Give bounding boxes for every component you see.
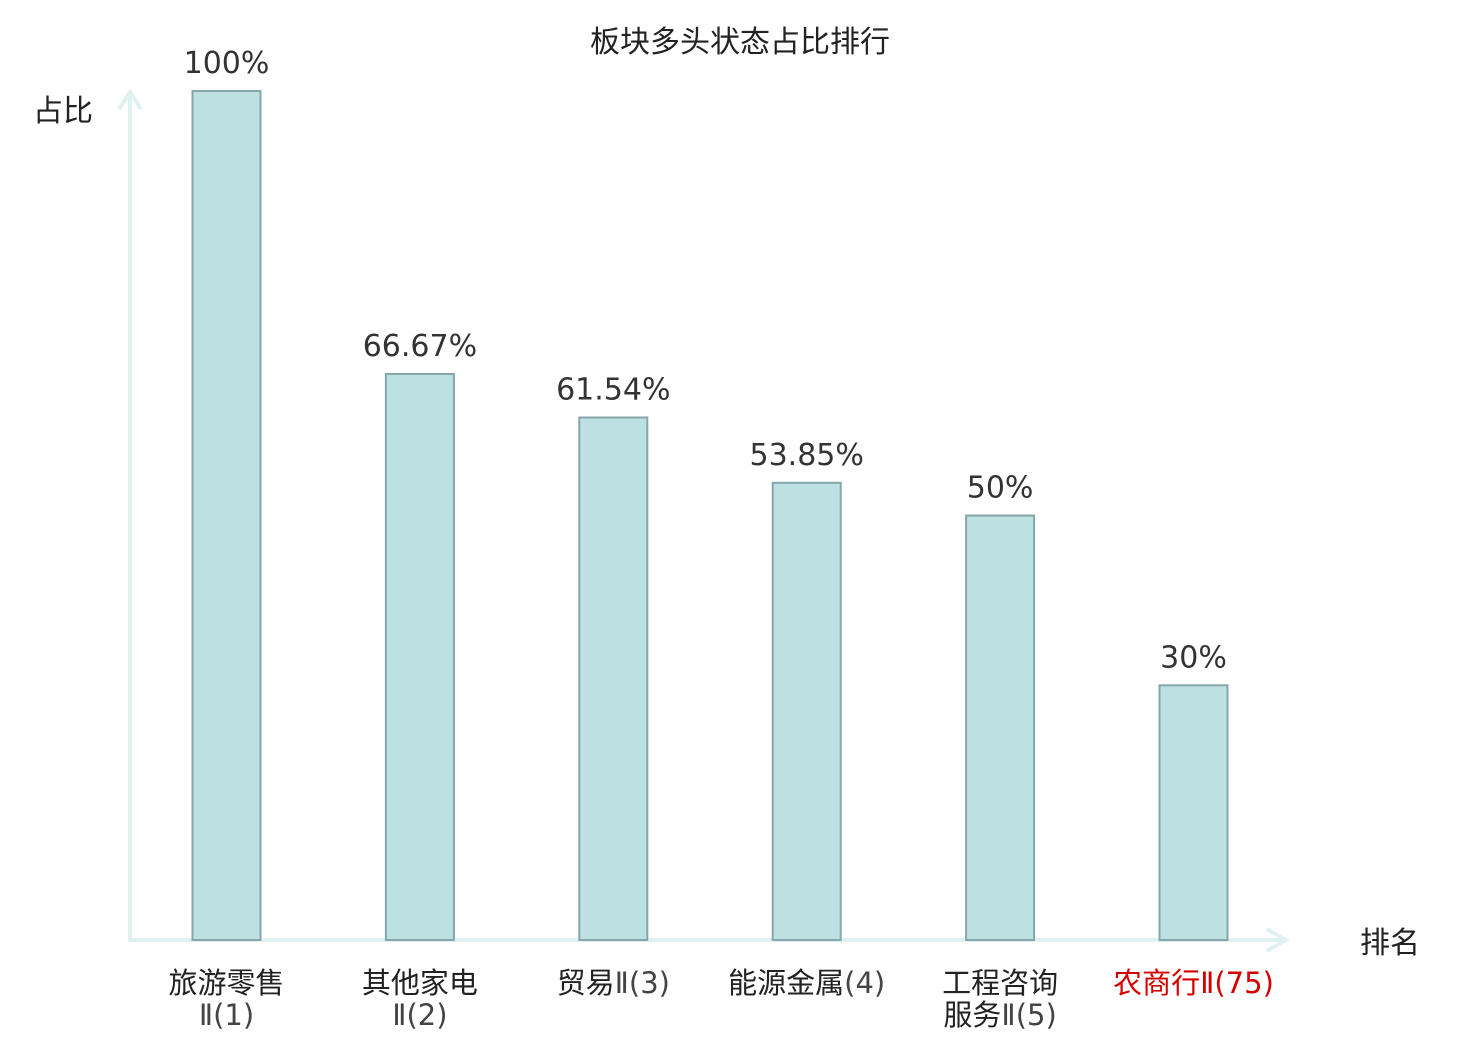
category-suffix: Ⅱ(3) [615, 966, 670, 1000]
category-name: 工程咨询 [942, 966, 1058, 1000]
bar [578, 416, 649, 941]
value-labels: 100% 66.67% 61.54% 53.85% 50% 30% [184, 46, 1227, 675]
category-suffix: Ⅱ(75) [1200, 966, 1274, 1000]
category-name: 旅游零售 [168, 966, 284, 1000]
category-name: 农商行 [1113, 966, 1200, 1000]
svg-text:服务Ⅱ(5): 服务Ⅱ(5) [943, 998, 1056, 1032]
category-suffix: Ⅱ(5) [1001, 998, 1056, 1032]
category-suffix: Ⅱ(1) [199, 998, 254, 1032]
category-name: 其他家电 [362, 966, 478, 1000]
chart-title: 板块多头状态占比排行 [590, 25, 890, 60]
bar [965, 514, 1036, 941]
svg-text:贸易Ⅱ(3): 贸易Ⅱ(3) [557, 966, 670, 1000]
bar [771, 481, 842, 941]
svg-text:农商行Ⅱ(75): 农商行Ⅱ(75) [1113, 966, 1274, 1000]
value-label: 66.67% [363, 329, 477, 364]
y-axis-arrow-icon [117, 88, 143, 111]
category-suffix: (4) [844, 966, 885, 1000]
x-axis-label: 排名 [1360, 926, 1420, 961]
y-axis-label: 占比 [33, 94, 93, 129]
category-label: 农商行Ⅱ(75) [1113, 966, 1274, 1000]
bar [1158, 684, 1229, 941]
svg-text:能源金属(4): 能源金属(4) [728, 966, 885, 1000]
x-axis-arrow-icon [1265, 927, 1290, 953]
category-name: 贸易 [557, 966, 615, 1000]
category-name-line2: 服务 [943, 998, 1001, 1032]
y-axis [117, 88, 143, 940]
bar [191, 90, 262, 941]
value-label: 61.54% [556, 373, 670, 408]
value-label: 53.85% [750, 438, 864, 473]
bar [384, 372, 455, 942]
category-suffix: Ⅱ(2) [392, 998, 447, 1032]
category-name: 能源金属 [728, 966, 844, 1000]
category-label: 能源金属(4) [728, 966, 885, 1000]
bar-series [191, 90, 1229, 942]
value-label: 50% [967, 471, 1034, 506]
x-axis [128, 927, 1290, 953]
value-label: 30% [1160, 640, 1227, 675]
value-label: 100% [184, 46, 270, 81]
category-label: 贸易Ⅱ(3) [557, 966, 670, 1000]
